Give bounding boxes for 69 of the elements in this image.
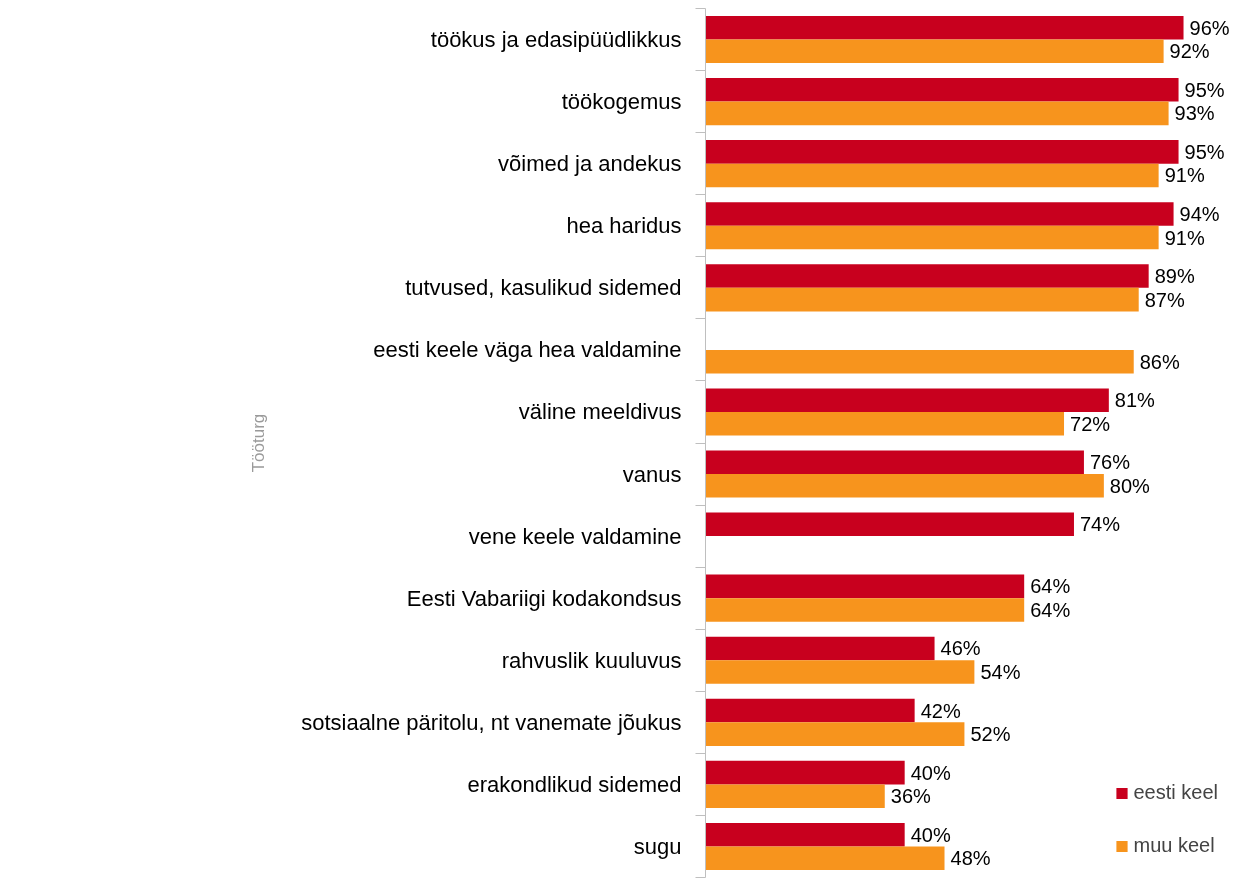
legend-label: eesti keel — [1133, 781, 1218, 804]
data-label: 89% — [1154, 265, 1195, 288]
y-tick-label: eesti keele väga hea valdamine — [373, 337, 682, 363]
y-tick-label: vanus — [622, 461, 682, 487]
data-label: 76% — [1089, 451, 1131, 474]
bar — [705, 411, 1065, 436]
bar — [705, 140, 1179, 164]
bar — [705, 264, 1149, 288]
data-label: 81% — [1114, 389, 1156, 412]
bar — [705, 512, 1074, 537]
y-axis-title: Tööturg — [249, 413, 269, 473]
data-label: 92% — [1169, 40, 1210, 63]
y-tick-label: hea haridus — [566, 213, 682, 239]
data-label: 94% — [1179, 202, 1220, 225]
bar — [705, 163, 1159, 188]
data-label: 93% — [1174, 102, 1215, 125]
data-label: 42% — [920, 699, 961, 722]
bar — [705, 760, 905, 785]
y-tick-label: võimed ja andekus — [498, 151, 682, 177]
bar — [705, 598, 1025, 622]
data-label: 96% — [1189, 16, 1230, 39]
legend-label: muu keel — [1133, 834, 1215, 857]
data-label: 46% — [940, 637, 981, 660]
y-tick-label: erakondlikud sidemed — [467, 771, 682, 797]
data-label: 74% — [1079, 513, 1121, 536]
bar — [705, 698, 915, 723]
y-tick-label: tutvused, kasulikud sidemed — [405, 275, 682, 301]
bar — [705, 822, 905, 847]
bar — [705, 39, 1164, 64]
bar — [705, 202, 1174, 226]
bar — [705, 722, 965, 746]
y-tick-label: töökus ja edasipüüdlikkus — [430, 27, 682, 53]
data-label: 91% — [1164, 226, 1205, 249]
data-label: 36% — [890, 785, 932, 808]
data-label: 64% — [1030, 598, 1071, 621]
data-label: 40% — [910, 823, 951, 846]
data-label: 95% — [1184, 140, 1225, 163]
bar — [705, 101, 1169, 126]
data-label: 54% — [980, 661, 1021, 684]
data-label: 80% — [1109, 474, 1151, 497]
bar — [705, 474, 1104, 498]
y-tick-label: sotsiaalne päritolu, nt vanemate jõukus — [301, 709, 682, 735]
bar — [705, 574, 1025, 599]
bar — [705, 349, 1134, 374]
bar — [705, 846, 945, 871]
data-label: 40% — [910, 761, 951, 784]
y-tick-label: Eesti Vabariigi kodakondsus — [406, 585, 682, 611]
bar — [705, 78, 1179, 102]
bar — [705, 784, 885, 808]
data-label: 95% — [1184, 78, 1225, 101]
data-label: 86% — [1139, 350, 1180, 373]
data-label: 87% — [1144, 288, 1185, 311]
data-label: 91% — [1164, 164, 1205, 187]
y-tick-label: rahvuslik kuuluvus — [501, 647, 682, 673]
bar — [705, 450, 1084, 475]
y-tick-label: töökogemus — [561, 89, 682, 115]
y-tick-label: sugu — [633, 833, 682, 859]
data-label: 48% — [950, 847, 991, 870]
y-tick-label: vene keele valdamine — [468, 523, 682, 549]
bar — [705, 287, 1139, 312]
y-tick-label: väline meeldivus — [518, 399, 682, 425]
bar — [705, 225, 1159, 250]
data-label: 64% — [1030, 575, 1071, 598]
data-label: 72% — [1070, 412, 1111, 435]
bar — [705, 636, 935, 661]
bar — [705, 660, 975, 684]
bar — [705, 15, 1184, 40]
bar — [705, 388, 1109, 412]
data-label: 52% — [970, 723, 1011, 746]
